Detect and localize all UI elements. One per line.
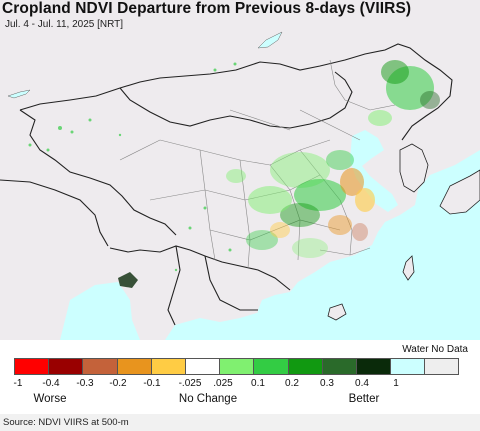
sea-bengal bbox=[60, 282, 140, 340]
legend-swatch bbox=[253, 358, 289, 375]
legend-tick: -0.3 bbox=[76, 378, 94, 389]
legend-no-data-label: Water No Data bbox=[402, 344, 468, 355]
sea-south bbox=[165, 310, 275, 340]
ndvi-pixels-sparse bbox=[28, 62, 237, 272]
date-range: Jul. 4 - Jul. 11, 2025 [NRT] bbox=[5, 19, 124, 30]
legend-tick: -0.1 bbox=[143, 378, 161, 389]
legend-tick: -.025 bbox=[178, 378, 202, 389]
national-borders bbox=[0, 43, 453, 326]
sea-bohai bbox=[350, 130, 398, 212]
taiwan-land bbox=[402, 255, 415, 281]
ndvi-pixels-green bbox=[226, 60, 440, 258]
japan-land bbox=[439, 169, 480, 215]
legend-better-label: Better bbox=[348, 393, 380, 405]
legend-swatch bbox=[48, 358, 84, 375]
legend-swatch bbox=[14, 358, 50, 375]
legend-swatch bbox=[390, 358, 426, 375]
legend-swatch bbox=[82, 358, 118, 375]
legend-tick: 0.1 bbox=[251, 378, 265, 389]
legend-swatch bbox=[287, 358, 323, 375]
source-footer: Source: NDVI VIIRS at 500-m bbox=[0, 414, 480, 431]
legend-swatch bbox=[116, 358, 152, 375]
legend-tick: .025 bbox=[213, 378, 233, 389]
ndvi-map bbox=[0, 0, 480, 340]
legend-tick: 1 bbox=[393, 378, 399, 389]
korea-land bbox=[399, 143, 429, 193]
legend-no-change-label: No Change bbox=[178, 393, 238, 405]
legend-swatch bbox=[355, 358, 392, 375]
legend-swatch bbox=[321, 358, 357, 375]
ndvi-pixels-orange bbox=[270, 168, 375, 241]
ndvi-pixels-red bbox=[118, 272, 138, 288]
legend-tick: -0.2 bbox=[109, 378, 127, 389]
legend-swatch bbox=[150, 358, 186, 375]
legend-swatch bbox=[219, 358, 255, 375]
legend-tick: 0.2 bbox=[285, 378, 299, 389]
legend-color-bar bbox=[14, 358, 460, 375]
lake-baikal bbox=[257, 31, 283, 49]
legend-worse-label: Worse bbox=[33, 393, 67, 405]
legend-swatch bbox=[424, 358, 460, 375]
legend-tick: -0.4 bbox=[42, 378, 60, 389]
page-title: Cropland NDVI Departure from Previous 8-… bbox=[2, 0, 412, 17]
lake-balkhash bbox=[7, 89, 31, 99]
sea-east bbox=[255, 150, 480, 340]
legend-panel bbox=[0, 340, 480, 412]
legend-swatch bbox=[184, 358, 221, 375]
hainan-land bbox=[327, 303, 347, 321]
province-borders bbox=[119, 59, 396, 269]
legend-tick: 0.3 bbox=[320, 378, 334, 389]
legend-tick: -1 bbox=[13, 378, 23, 389]
legend-tick: 0.4 bbox=[355, 378, 369, 389]
